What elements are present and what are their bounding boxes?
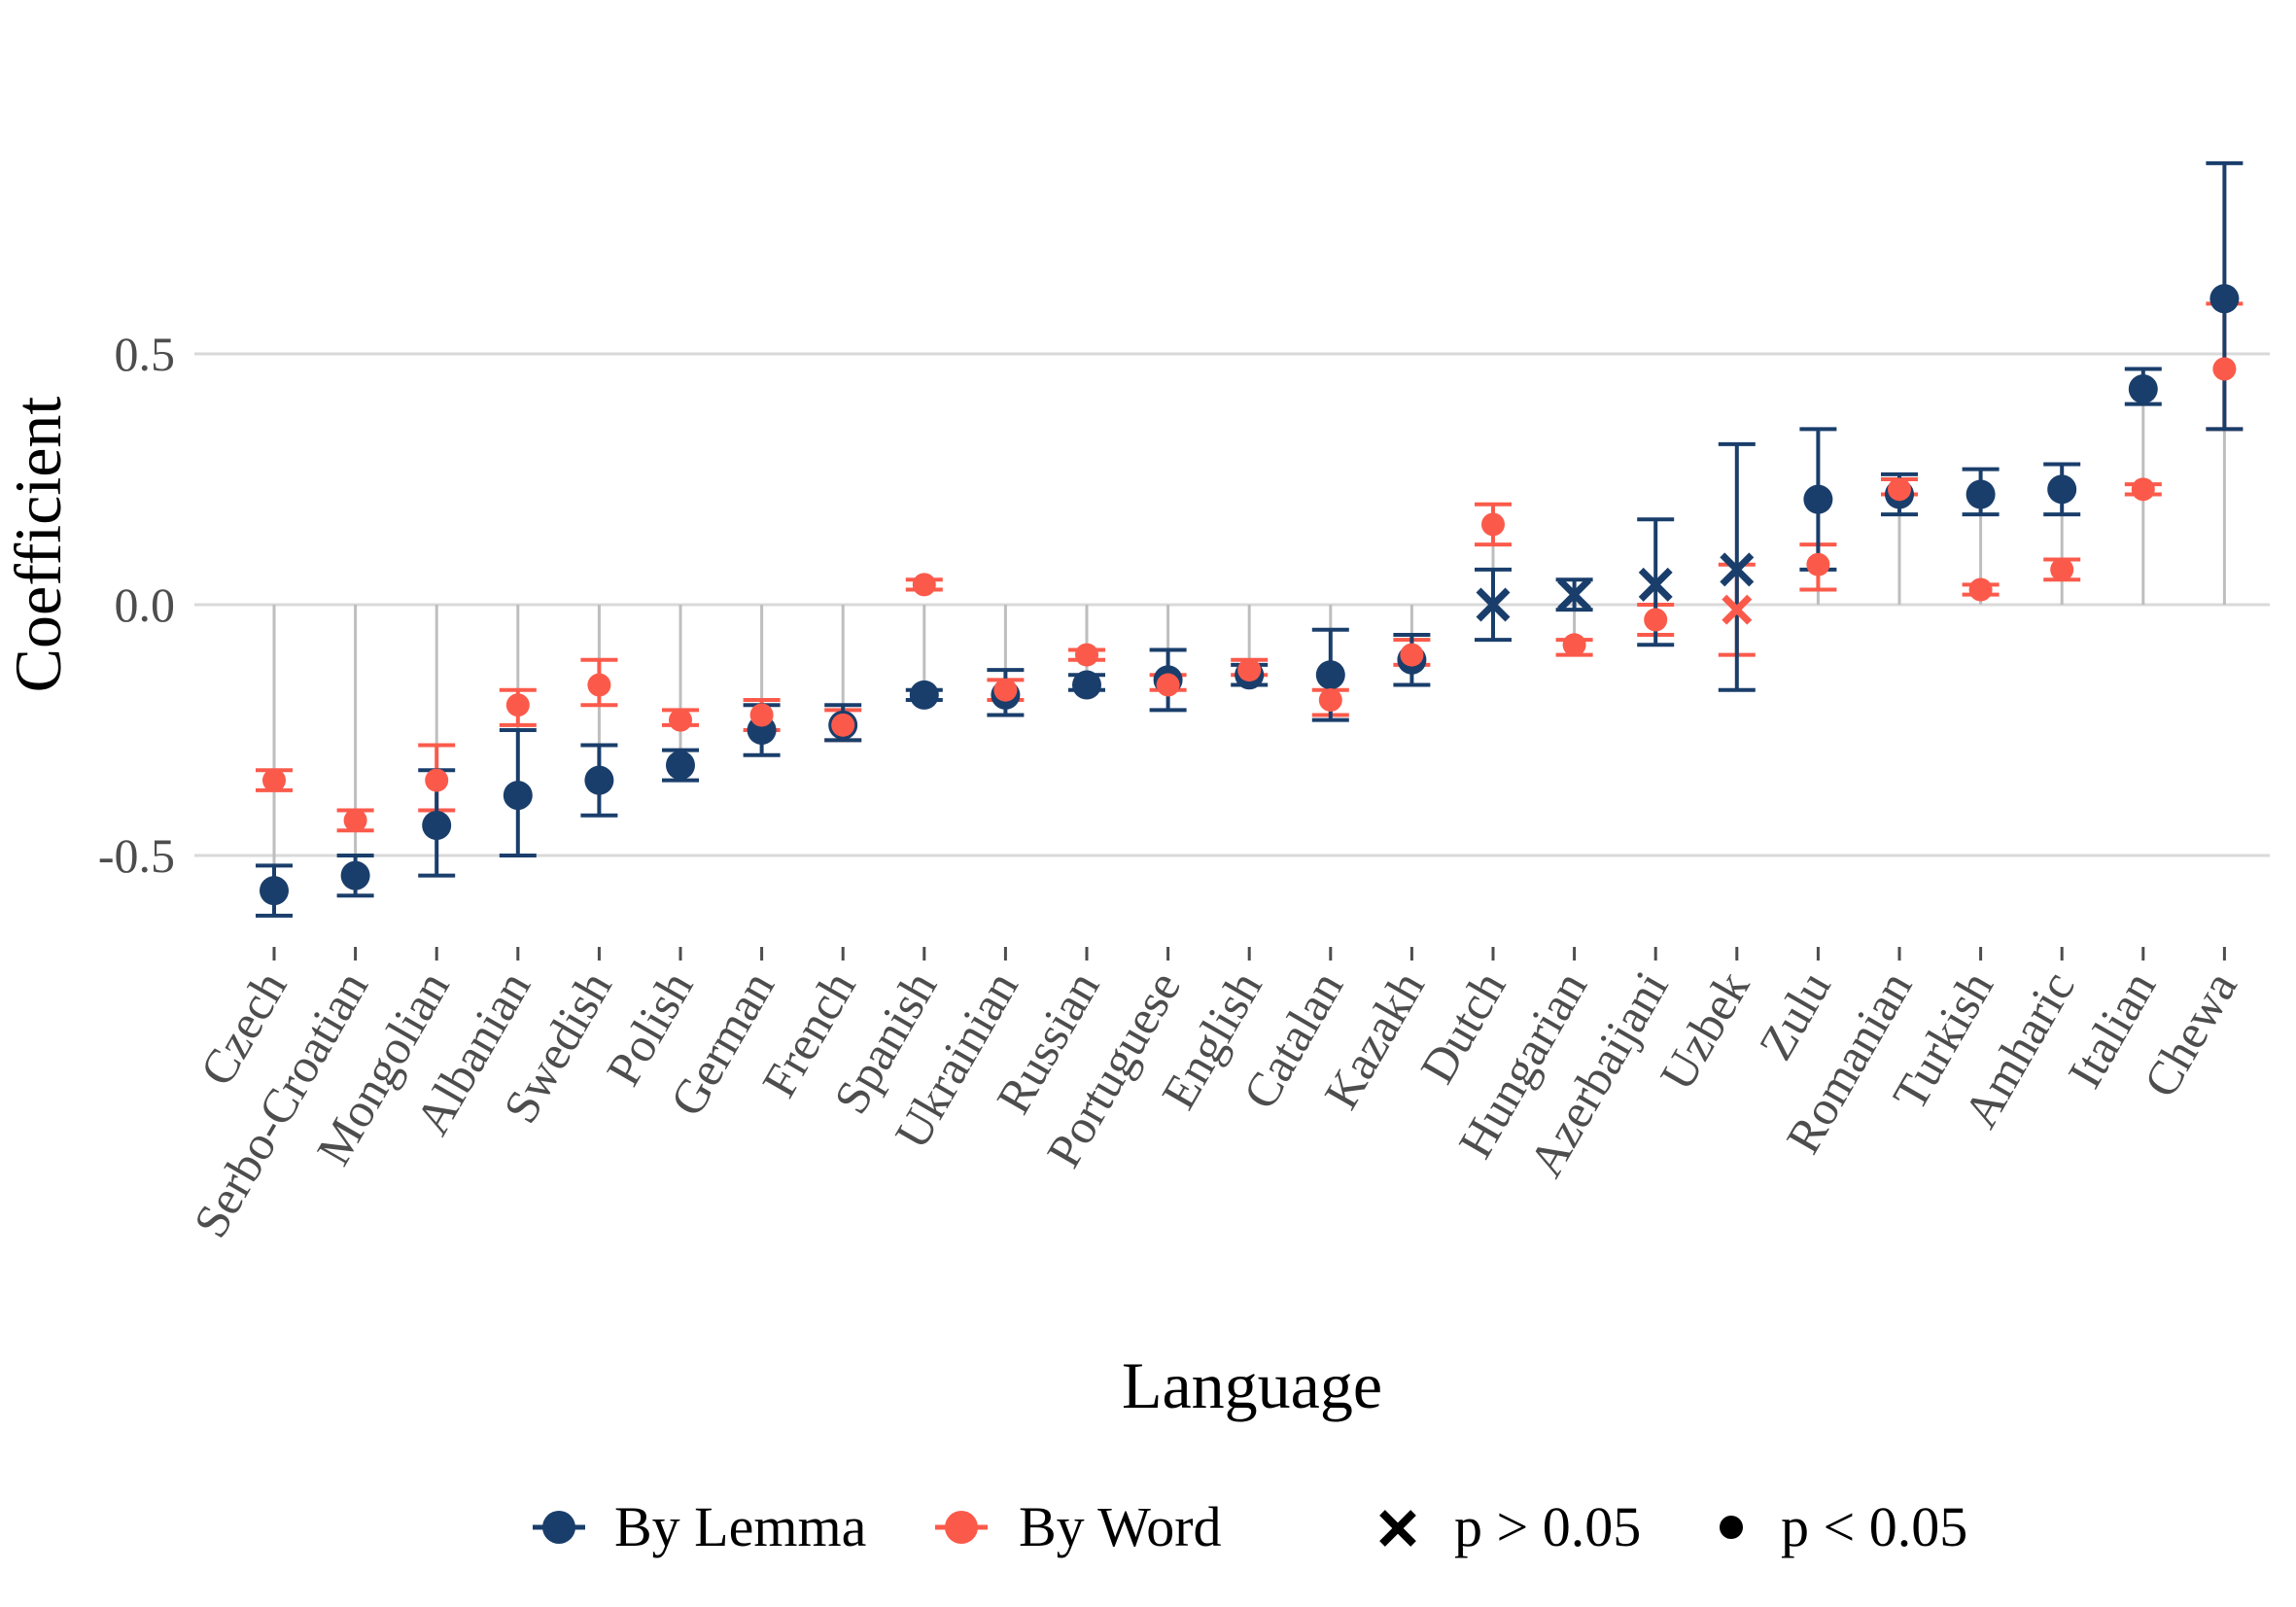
x-axis-title: Language [1122, 1348, 1382, 1422]
cross-stroke [1476, 587, 1511, 622]
by-lemma-point [666, 751, 695, 781]
legend-label-by-lemma: By Lemma [614, 1495, 866, 1558]
by-lemma-point [2047, 474, 2077, 505]
error-bars [256, 160, 2244, 918]
y-tick-label: -0.5 [98, 828, 175, 883]
by-lemma-point [340, 860, 370, 891]
by-word-point [587, 673, 611, 697]
by-word-point [1318, 688, 1342, 713]
by-word-cross [1722, 594, 1753, 625]
by-word-point [2131, 477, 2155, 502]
y-tick-label: 0.0 [115, 577, 176, 632]
by-word-point [1237, 658, 1262, 682]
by-word-point [343, 808, 367, 832]
by-word-point [2050, 557, 2074, 581]
legend-cross-icon [1379, 1510, 1416, 1547]
by-lemma-cross [1720, 552, 1755, 587]
by-lemma-point [909, 680, 939, 710]
legend-key-by-word [935, 1511, 988, 1544]
by-lemma-point [2128, 374, 2158, 404]
y-tick-label: 0.5 [115, 327, 176, 381]
by-word-point [831, 713, 855, 737]
legend-label-significant: p < 0.05 [1781, 1495, 1967, 1558]
by-lemma-cross [1476, 587, 1511, 622]
x-axis-ticks: CzechSerbo-CroatianMongolianAlbanianSwed… [183, 947, 2247, 1246]
cross-stroke [1557, 577, 1592, 612]
by-word-point [262, 768, 286, 792]
by-word-point [2212, 357, 2237, 381]
cross-stroke [1722, 594, 1753, 625]
by-word-point [505, 693, 530, 717]
y-axis-ticks: -0.5 0.0 0.5 [98, 327, 175, 883]
by-lemma-cross [1557, 577, 1592, 612]
gridlines [194, 352, 2270, 857]
by-lemma-cross [1638, 567, 1673, 602]
by-word-point [1156, 673, 1180, 697]
by-lemma-point [1072, 670, 1101, 700]
legend-label-not-significant: p > 0.05 [1454, 1495, 1641, 1558]
y-axis-title: Coefficient [1, 397, 75, 693]
by-word-point [1562, 633, 1586, 657]
legend-key-by-lemma [533, 1511, 585, 1544]
by-word-point [1968, 577, 1993, 602]
by-word-point [1888, 477, 1911, 502]
by-word-point [749, 703, 774, 727]
by-word-point [1075, 643, 1098, 667]
by-word-point [669, 708, 692, 732]
by-lemma-point [2209, 284, 2240, 314]
cross-stroke [1638, 567, 1673, 602]
by-word-point [1806, 552, 1830, 576]
by-lemma-point [1966, 479, 1996, 509]
zero-stems [272, 298, 2226, 891]
legend: By Lemma By Word p > 0.05 p < 0.05 [533, 1495, 1967, 1558]
by-word-point [993, 678, 1018, 702]
by-word-point [1400, 643, 1424, 667]
legend-dot-icon [1720, 1516, 1743, 1539]
by-word-point [1481, 512, 1505, 537]
legend-label-by-word: By Word [1019, 1495, 1222, 1558]
by-lemma-point [1803, 484, 1833, 514]
cross-stroke [1720, 552, 1755, 587]
by-lemma-point [1315, 660, 1345, 690]
by-lemma-point [422, 811, 452, 841]
by-word-point [1644, 608, 1668, 632]
by-lemma-point [503, 781, 533, 811]
data-points [260, 284, 2240, 906]
by-lemma-point [260, 876, 289, 906]
by-word-point [425, 768, 449, 792]
by-lemma-point [584, 765, 614, 795]
by-word-point [912, 573, 936, 597]
